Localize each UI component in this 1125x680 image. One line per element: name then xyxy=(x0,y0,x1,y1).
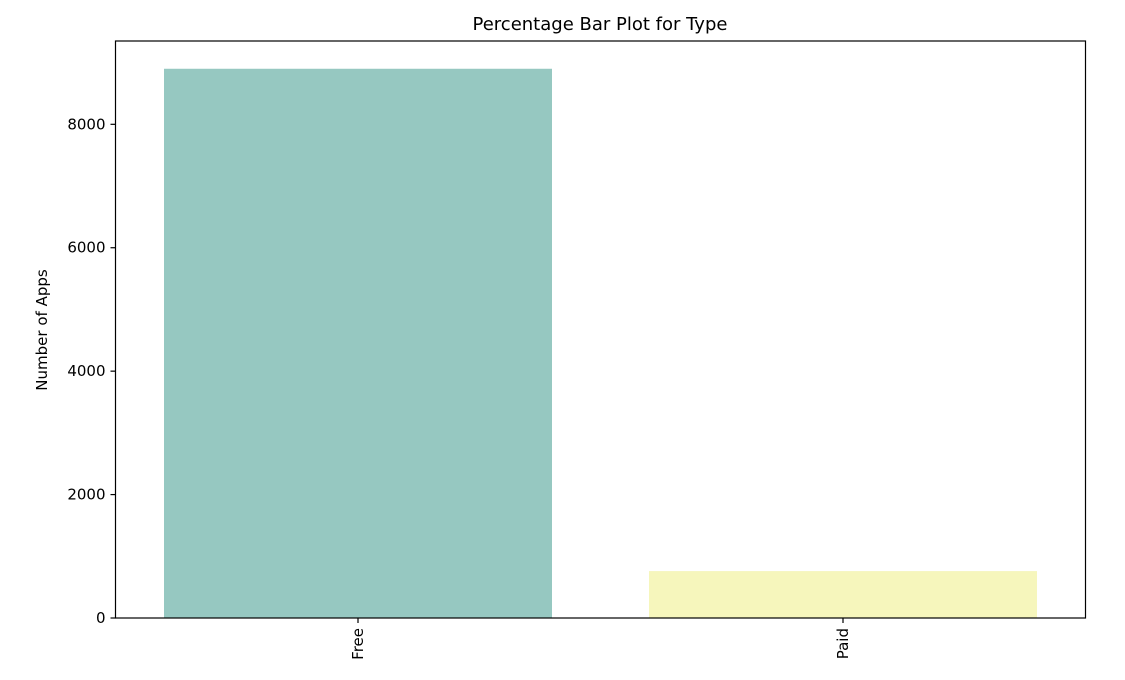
bars-group xyxy=(164,68,1037,619)
y-tick-label: 6000 xyxy=(67,239,105,257)
x-axis-ticks: Free Paid xyxy=(349,618,852,660)
y-axis-label: Number of Apps xyxy=(33,269,51,391)
y-axis-ticks: 0 2000 4000 6000 8000 xyxy=(67,115,116,627)
plot-frame xyxy=(114,40,1087,619)
y-tick-label: 8000 xyxy=(67,115,105,133)
y-tick-label: 2000 xyxy=(67,486,105,504)
bar-paid xyxy=(649,571,1037,618)
bar-free xyxy=(164,68,552,619)
chart-title: Percentage Bar Plot for Type xyxy=(473,14,728,35)
y-tick-label: 4000 xyxy=(67,362,105,380)
y-tick-label: 0 xyxy=(96,609,106,627)
x-tick-label-free: Free xyxy=(349,628,367,660)
x-tick-label-paid: Paid xyxy=(834,628,852,659)
